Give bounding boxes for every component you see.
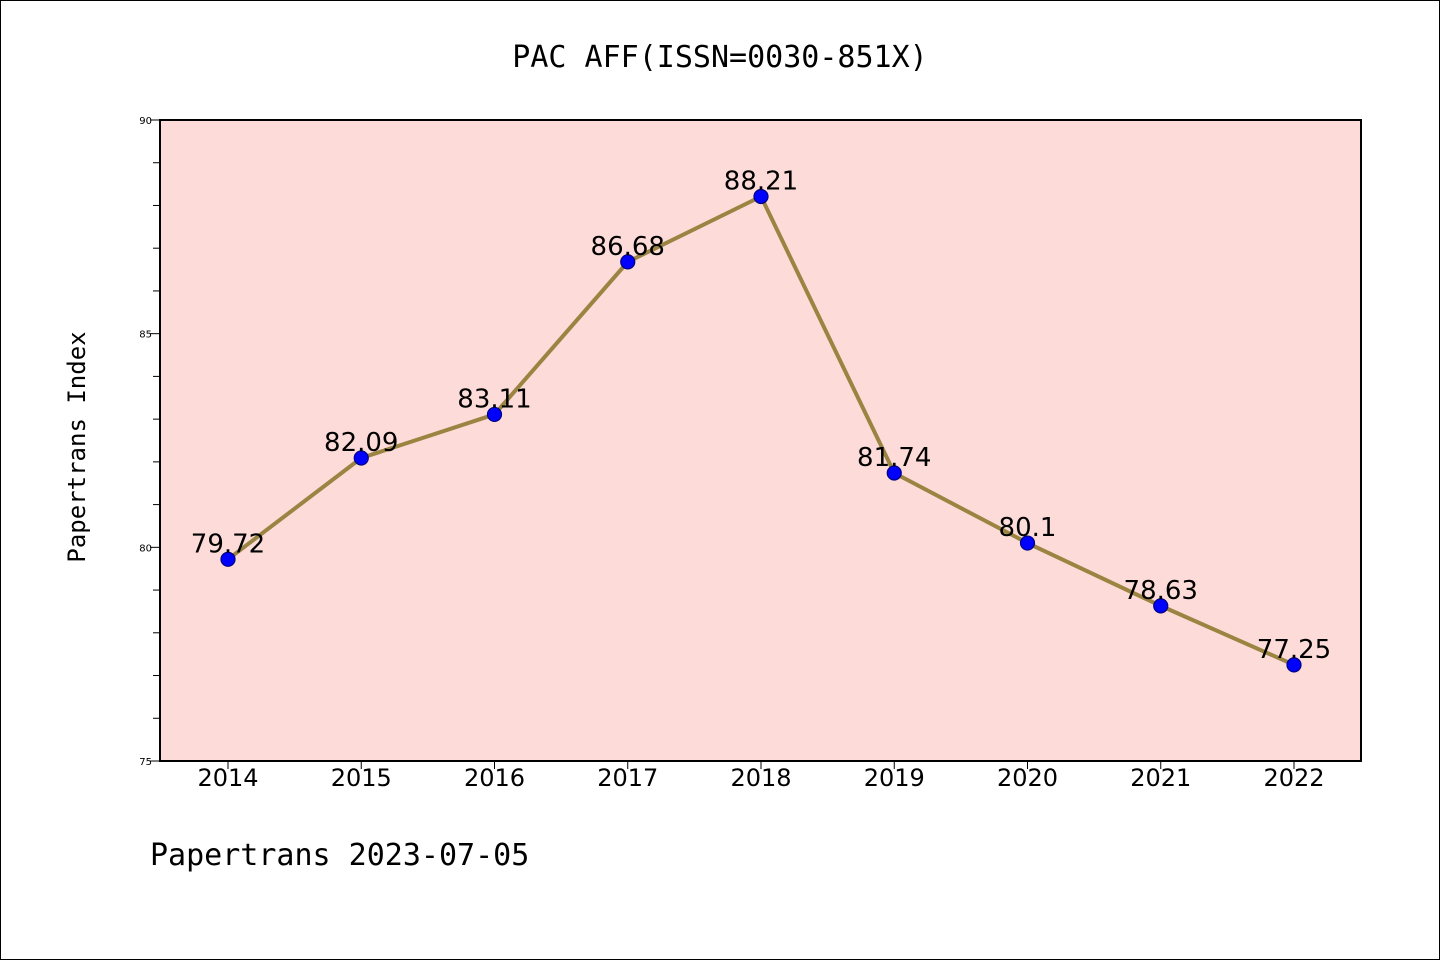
data-labels: 79.72 82.09 83.11 86.68 88.21 81.74 80.1 78.63 7…	[191, 166, 1331, 664]
chart-title: PAC AFF(ISSN=0030-851X)	[512, 40, 927, 75]
data-label: 82.09	[324, 428, 398, 458]
x-tick-label: 2021	[1130, 764, 1191, 792]
data-label: 83.11	[457, 384, 531, 414]
data-label: 80.1	[999, 513, 1057, 543]
data-point	[1153, 598, 1169, 614]
x-tick-label: 2019	[864, 764, 925, 792]
data-label: 86.68	[591, 232, 665, 262]
data-point	[620, 254, 636, 270]
data-point	[753, 188, 769, 205]
data-label: 88.21	[724, 166, 798, 196]
data-label: 79.72	[191, 529, 265, 559]
y-tick-label: 75	[139, 757, 152, 768]
y-minor-ticks	[153, 162, 160, 719]
x-tick-label: 2020	[997, 764, 1058, 792]
x-tick-label: 2018	[730, 764, 791, 792]
y-tick-label: 90	[139, 116, 152, 127]
data-label: 81.74	[857, 443, 931, 473]
data-point	[353, 450, 369, 466]
data-label: 77.25	[1257, 635, 1331, 665]
data-point	[1019, 535, 1036, 551]
data-label: 78.63	[1124, 576, 1198, 606]
data-markers	[220, 188, 1302, 673]
y-axis-label: Papertrans Index	[63, 331, 91, 562]
x-tick-label: 2016	[464, 764, 525, 792]
data-point	[886, 465, 902, 481]
footer-text: Papertrans 2023-07-05	[150, 838, 529, 873]
plot-area	[159, 119, 1362, 762]
x-axis-ticks: 2014 2015 2016 2017 2018 2019 2020 2021 2022	[197, 761, 1325, 792]
data-point	[486, 406, 503, 423]
y-tick-label: 85	[139, 330, 152, 341]
x-tick-label: 2022	[1263, 764, 1324, 792]
x-tick-label: 2017	[597, 764, 658, 792]
data-point	[1286, 657, 1302, 673]
data-point	[220, 551, 236, 567]
x-tick-label: 2014	[197, 764, 258, 792]
y-axis-ticks: 75 80 85 90	[139, 116, 160, 768]
x-tick-label: 2015	[331, 764, 392, 792]
y-tick-label: 80	[139, 543, 152, 554]
